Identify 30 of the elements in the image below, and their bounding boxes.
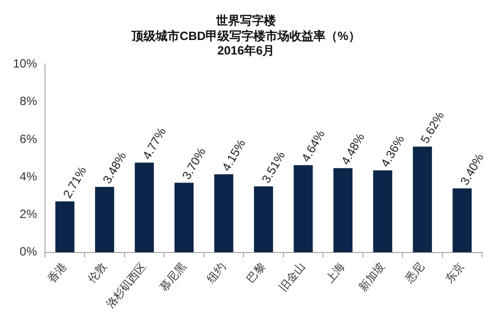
bar [294,165,313,252]
bar [55,201,74,252]
x-tick-label: 新加坡 [356,260,388,294]
x-tick-label: 旧金山 [276,260,308,294]
bar [373,170,392,252]
y-tick-label: 10% [12,56,38,71]
x-tick-label: 伦敦 [85,260,110,286]
x-tick-label: 纽约 [205,260,228,286]
y-tick-label: 2% [20,207,38,222]
bar [134,162,154,252]
bar [333,168,352,252]
bar [174,182,194,252]
text: 2016年6月 [217,43,275,58]
bar [452,188,472,252]
x-tick-label: 悉尼 [402,260,428,286]
y-tick-label: 8% [20,94,38,108]
x-tick-label: 巴黎 [244,260,268,286]
bar [95,186,114,252]
x-tick-label: 上海 [323,260,348,286]
x-tick-label: 东京 [442,260,467,286]
y-tick-label: 4% [20,169,38,184]
bar [412,146,432,252]
x-tick-label: 慕尼黑 [158,260,189,294]
bar [214,174,234,252]
chart-subtitle: 顶级城市CBD甲级写字楼市场收益率（%） [130,28,360,43]
y-tick-label: 0% [20,244,38,259]
x-tick-label: 香港 [45,260,70,286]
chart-title: 世界写字楼 [215,14,277,28]
y-tick-label: 6% [20,132,38,146]
bar [254,186,274,252]
